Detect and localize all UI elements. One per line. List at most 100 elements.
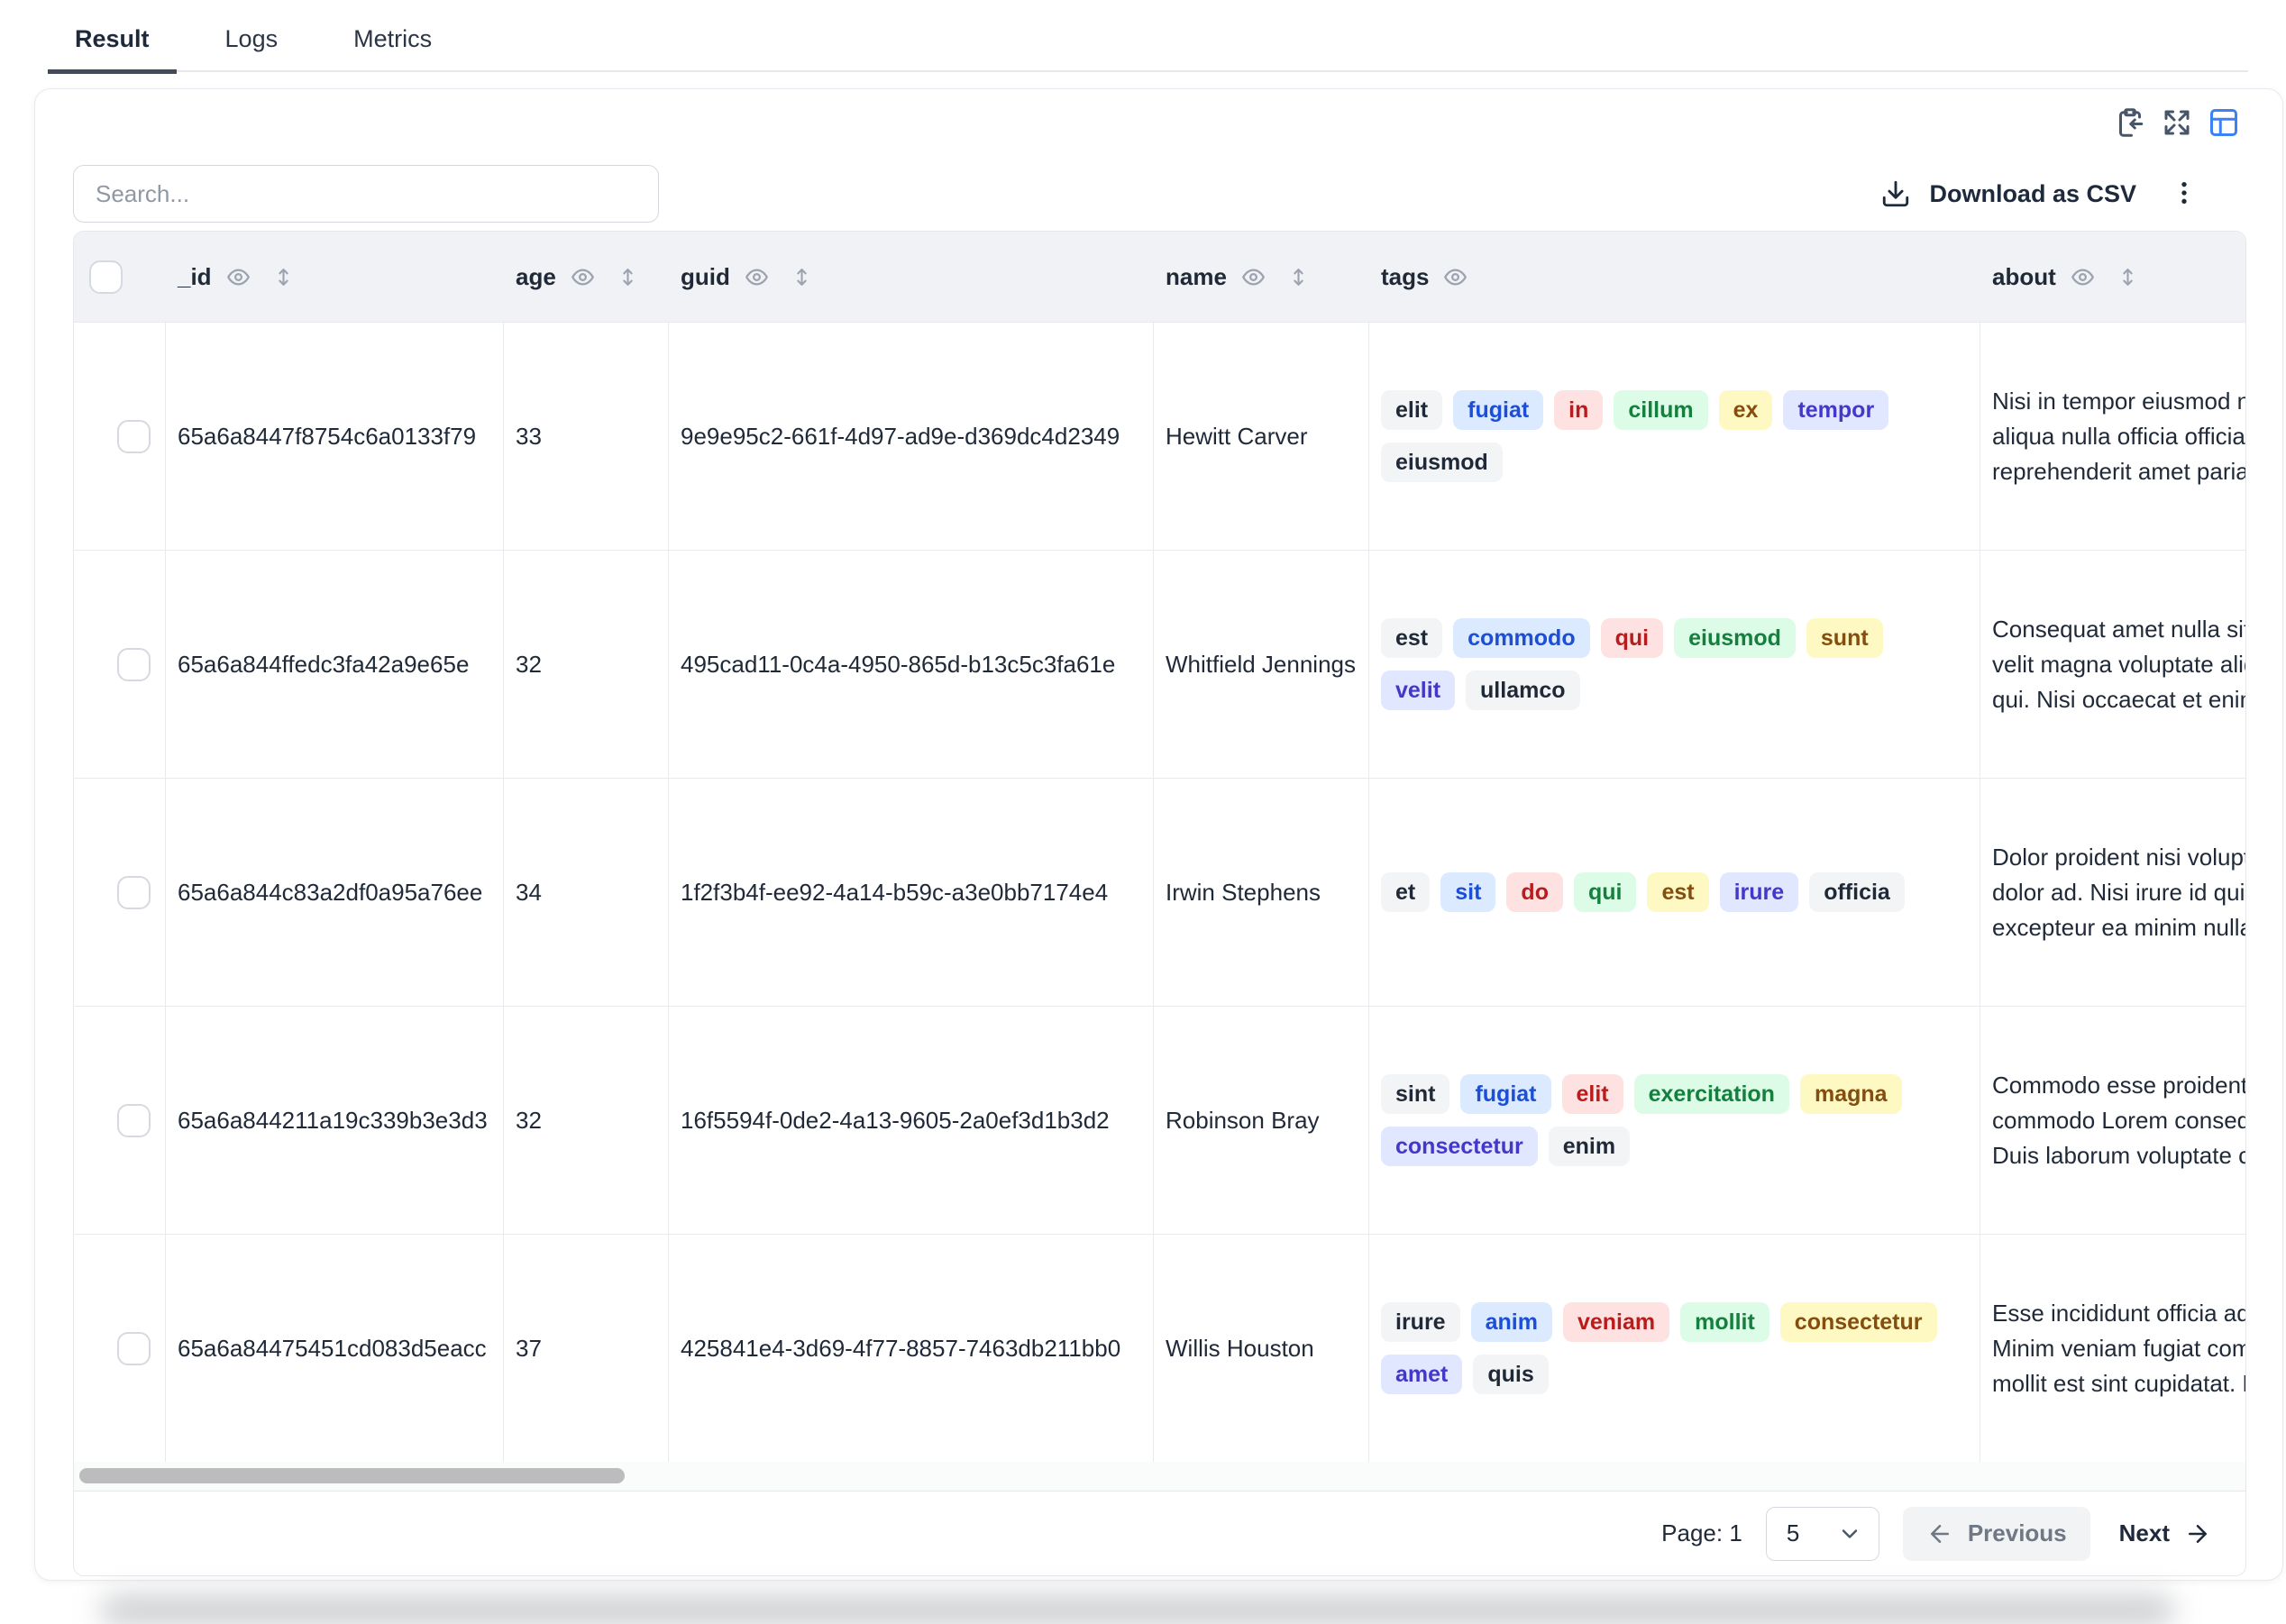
tag-pill: fugiat (1453, 390, 1544, 430)
cell-id: 65a6a84475451cd083d5eacc (166, 1235, 504, 1462)
cell-id: 65a6a844c83a2df0a95a76ee (166, 779, 504, 1006)
tab-logs[interactable]: Logs (224, 24, 279, 52)
column-label: age (516, 262, 556, 290)
cell-name: Irwin Stephens (1154, 779, 1369, 1006)
tab-metrics[interactable]: Metrics (353, 24, 433, 52)
tag-pill: sit (1440, 872, 1496, 912)
sort-icon[interactable] (2117, 266, 2139, 288)
tag-pill: magna (1799, 1074, 1902, 1114)
next-label: Next (2118, 1519, 2170, 1546)
cell-id: 65a6a8447f8754c6a0133f79 (166, 323, 504, 550)
cell-tags: elit fugiat in cillum ex tempor eiusmod (1369, 323, 1980, 550)
cell-about: Dolor proident nisi voluptate dolor ad. … (1992, 843, 2245, 941)
tag-pill: ex (1718, 390, 1773, 430)
clipboard-import-icon[interactable] (2113, 105, 2147, 140)
tag-pill: velit (1381, 671, 1456, 710)
tag-pill: eiusmod (1381, 442, 1503, 482)
table-header-row: _id age guid name tags about (74, 232, 2245, 322)
cell-about: Esse incididunt officia adipi Minim veni… (1992, 1299, 2245, 1397)
tag-pill: elit (1381, 390, 1443, 430)
cell-name: Whitfield Jennings (1154, 551, 1369, 778)
cell-tags: est commodo qui eiusmod sunt velit ullamco (1369, 551, 1980, 778)
column-label: about (1992, 262, 2056, 290)
tag-pill: do (1506, 872, 1563, 912)
table-row: 65a6a844c83a2df0a95a76ee 34 1f2f3b4f-ee92-… (74, 778, 2245, 1006)
cell-tags: sint fugiat elit exercitation magna consectet… (1369, 1007, 1980, 1234)
row-select-checkbox[interactable] (117, 1103, 151, 1137)
next-page-button[interactable]: Next (2114, 1507, 2217, 1561)
sort-icon[interactable] (617, 266, 639, 288)
page-label: Page: 1 (1661, 1519, 1742, 1546)
data-table: _id age guid name tags about 65a6a8447f8754c6… (73, 231, 2246, 1576)
eye-icon[interactable] (226, 265, 251, 289)
sort-icon[interactable] (1287, 266, 1310, 288)
row-select-checkbox[interactable] (117, 1331, 151, 1365)
tag-pill: enim (1548, 1127, 1631, 1166)
column-header-id: _id (166, 232, 504, 322)
eye-icon[interactable] (1241, 265, 1266, 289)
select-all-checkbox[interactable] (89, 260, 123, 294)
tag-pill: consectetur (1381, 1127, 1538, 1166)
sort-icon[interactable] (791, 266, 813, 288)
row-select-checkbox[interactable] (117, 875, 151, 909)
table-controls: Download as CSV (73, 165, 2245, 223)
row-select-checkbox[interactable] (117, 647, 151, 681)
page-size-select[interactable]: 5 (1765, 1506, 1879, 1561)
column-header-age: age (504, 232, 669, 322)
kebab-menu-icon[interactable] (2162, 170, 2207, 215)
column-header-name: name (1154, 232, 1369, 322)
previous-page-button[interactable]: Previous (1902, 1506, 2090, 1561)
tag-pill: elit (1561, 1074, 1623, 1114)
table-layout-icon[interactable] (2207, 105, 2241, 140)
tag-pill: eiusmod (1674, 618, 1796, 658)
horizontal-scrollbar-thumb[interactable] (79, 1468, 625, 1483)
column-label: guid (681, 262, 730, 290)
cell-id: 65a6a844ffedc3fa42a9e65e (166, 551, 504, 778)
tag-pill: fugiat (1460, 1074, 1551, 1114)
eye-icon[interactable] (745, 265, 769, 289)
cell-guid: 1f2f3b4f-ee92-4a14-b59c-a3e0bb7174e4 (669, 779, 1154, 1006)
tag-pill: amet (1381, 1355, 1463, 1394)
download-csv-button[interactable]: Download as CSV (1880, 165, 2136, 223)
cell-tags: irure anim veniam mollit consectetur amet quis (1369, 1235, 1980, 1462)
tag-pill: irure (1381, 1302, 1460, 1342)
tag-pill: officia (1809, 872, 1905, 912)
cell-age: 33 (504, 323, 669, 550)
eye-icon[interactable] (2071, 265, 2095, 289)
tag-pill: et (1381, 872, 1431, 912)
download-icon (1880, 178, 1911, 209)
tab-result[interactable]: Result (48, 25, 177, 74)
tag-pill: sunt (1806, 618, 1883, 658)
bottom-panel-shadow (101, 1597, 2174, 1624)
expand-icon[interactable] (2160, 105, 2194, 140)
cell-guid: 425841e4-3d69-4f77-8857-7463db211bb0 (669, 1235, 1154, 1462)
chevron-down-icon (1837, 1521, 1862, 1546)
tag-pill: quis (1473, 1355, 1549, 1394)
row-select-checkbox[interactable] (117, 419, 151, 453)
eye-icon[interactable] (1443, 265, 1468, 289)
cell-name: Hewitt Carver (1154, 323, 1369, 550)
table-row: 65a6a844ffedc3fa42a9e65e 32 495cad11-0c4a-… (74, 550, 2245, 778)
table-row: 65a6a84475451cd083d5eacc 37 425841e4-3d69-… (74, 1234, 2245, 1462)
tag-pill: consectetur (1779, 1302, 1937, 1342)
pagination-bar: Page: 1 5 Previous Next (74, 1491, 2245, 1575)
tag-pill: mollit (1680, 1302, 1769, 1342)
eye-icon[interactable] (571, 265, 595, 289)
search-input[interactable] (73, 165, 659, 223)
page-size-value: 5 (1786, 1519, 1800, 1546)
tag-pill: ullamco (1466, 671, 1580, 710)
tag-pill: anim (1470, 1302, 1552, 1342)
tag-pill: commodo (1453, 618, 1590, 658)
column-label: tags (1381, 262, 1430, 290)
cell-name: Willis Houston (1154, 1235, 1369, 1462)
tag-pill: qui (1573, 872, 1637, 912)
cell-guid: 495cad11-0c4a-4950-865d-b13c5c3fa61e (669, 551, 1154, 778)
cell-about: Nisi in tempor eiusmod nulla aliqua null… (1992, 387, 2245, 485)
arrow-left-icon (1926, 1520, 1953, 1547)
sort-icon[interactable] (272, 266, 295, 288)
cell-about: Consequat amet nulla sit au velit magna … (1992, 615, 2245, 713)
result-panel: Download as CSV _id age guid name tags about … (34, 88, 2283, 1581)
column-label: _id (178, 262, 212, 290)
cell-age: 32 (504, 1007, 669, 1234)
cell-id: 65a6a844211a19c339b3e3d3 (166, 1007, 504, 1234)
